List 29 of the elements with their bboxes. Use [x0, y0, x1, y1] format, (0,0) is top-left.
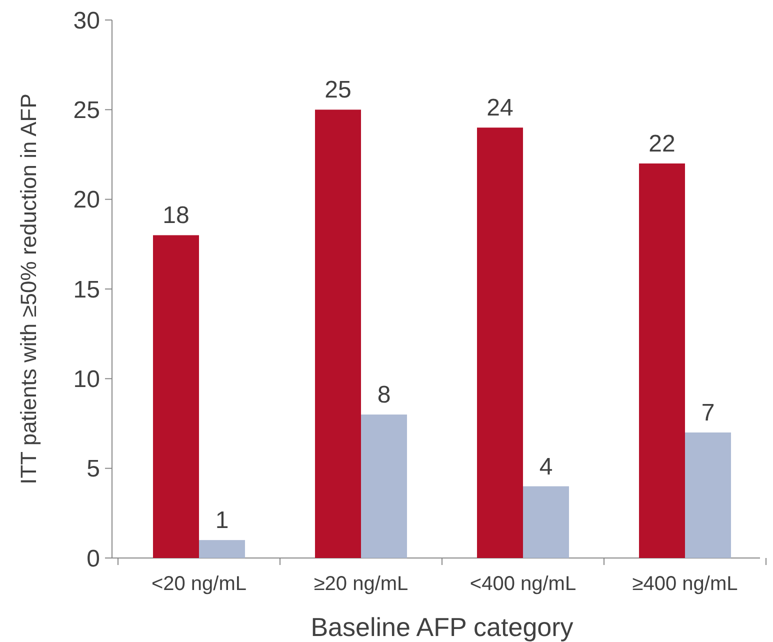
y-tick-label: 10	[73, 366, 100, 394]
data-label: 22	[648, 130, 676, 158]
x-tick-label: <20 ng/mL	[151, 573, 247, 595]
x-tick-label: ≥20 ng/mL	[314, 573, 408, 595]
y-tick-label: 5	[86, 456, 100, 483]
data-label: 7	[701, 399, 715, 426]
x-axis-title: Baseline AFP category	[310, 612, 574, 642]
data-label: 4	[539, 453, 553, 480]
data-label: 24	[486, 94, 514, 122]
y-tick-label: 30	[73, 7, 100, 34]
data-label: 25	[324, 76, 352, 104]
data-label: 1	[215, 507, 229, 534]
bar	[315, 110, 361, 558]
y-tick-label: 15	[73, 276, 100, 304]
bar	[361, 414, 407, 558]
y-tick-label: 0	[86, 545, 100, 572]
bar	[199, 540, 245, 558]
bar	[639, 163, 685, 558]
bar	[153, 235, 199, 558]
bar	[523, 486, 569, 558]
bar	[685, 432, 731, 558]
data-label: 8	[377, 382, 391, 409]
bar	[477, 128, 523, 558]
y-tick-label: 25	[73, 97, 100, 124]
data-label: 18	[162, 202, 190, 230]
x-tick-label: ≥400 ng/mL	[632, 573, 738, 595]
y-tick-label: 20	[73, 186, 100, 214]
y-axis-title: ITT patients with ≥50% reduction in AFP	[16, 94, 41, 484]
x-tick-label: <400 ng/mL	[470, 573, 576, 595]
